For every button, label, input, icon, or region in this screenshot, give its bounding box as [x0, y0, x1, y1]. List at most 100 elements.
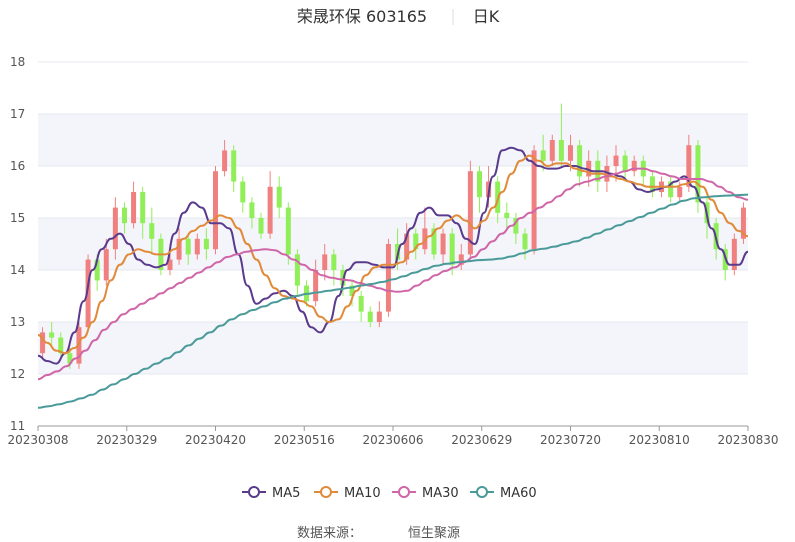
candle-body: [185, 238, 191, 255]
ma-line-ma10: [37, 154, 749, 355]
candle-body: [294, 254, 300, 286]
candle: [349, 280, 355, 307]
candle: [331, 249, 337, 286]
candle: [249, 197, 255, 229]
x-axis: 20230308 20230329 20230420 20230516 20230606…: [7, 425, 779, 447]
candle: [385, 238, 391, 317]
candlesticks: [40, 103, 746, 369]
candle: [467, 160, 473, 260]
candle-body: [285, 207, 291, 255]
candle-body: [194, 238, 200, 255]
candle: [85, 254, 91, 333]
candle-body: [586, 160, 592, 177]
candle-body: [331, 254, 337, 270]
y-tick-label: 13: [10, 315, 25, 329]
moving-average-lines: [37, 146, 749, 409]
legend[interactable]: MA5 MA10 MA30 MA60: [242, 486, 537, 501]
candle: [212, 166, 219, 255]
x-tick-label: 20230329: [96, 433, 157, 447]
legend-item-ma30[interactable]: MA30: [392, 486, 459, 501]
candle-body: [76, 327, 82, 364]
candle: [731, 233, 737, 276]
period-label[interactable]: 日K: [473, 7, 500, 26]
candle: [121, 202, 127, 234]
candle-body: [176, 238, 182, 260]
candle-body: [94, 259, 100, 281]
legend-item-ma10[interactable]: MA10: [314, 486, 381, 501]
candle-body: [349, 285, 355, 296]
candle-body: [121, 207, 127, 224]
candle: [322, 244, 328, 281]
candle-body: [522, 233, 528, 250]
ma-line-ma30: [37, 167, 749, 381]
chart-title: 荣晟环保 603165: [297, 7, 427, 26]
candle-body: [458, 254, 464, 265]
candle: [194, 233, 200, 260]
legend-marker: [398, 486, 410, 498]
candle-body: [440, 233, 446, 255]
candle-body: [476, 171, 482, 198]
candle-body: [686, 145, 692, 187]
candle-body: [385, 244, 391, 312]
candle: [149, 207, 155, 255]
candle-body: [267, 186, 273, 234]
legend-label: MA10: [344, 486, 381, 501]
x-tick-label: 20230629: [451, 433, 512, 447]
candle-body: [467, 171, 473, 255]
legend-item-ma60[interactable]: MA60: [470, 486, 537, 501]
legend-item-ma5[interactable]: MA5: [242, 486, 300, 501]
candle: [577, 140, 583, 187]
candle-body: [367, 311, 373, 322]
y-tick-label: 16: [10, 159, 25, 173]
grid-band: [38, 218, 748, 270]
x-tick-label: 20230830: [717, 433, 778, 447]
candle-body: [740, 207, 746, 239]
candle: [458, 244, 464, 270]
candle: [131, 181, 137, 229]
candle-body: [613, 155, 619, 166]
x-tick-label: 20230516: [274, 433, 335, 447]
candle: [540, 134, 546, 172]
candle: [440, 228, 446, 265]
candle: [431, 223, 437, 260]
y-tick-label: 14: [10, 263, 25, 277]
candle-body: [731, 238, 737, 270]
legend-marker: [476, 486, 488, 498]
candle-body: [276, 186, 282, 208]
x-tick-label: 20230420: [185, 433, 246, 447]
candle: [240, 176, 246, 213]
y-tick-label: 18: [10, 55, 25, 69]
candle-body: [404, 233, 410, 260]
candle: [285, 202, 291, 265]
candle: [476, 166, 482, 213]
candle-body: [449, 233, 455, 265]
source-label: 数据来源：: [297, 526, 362, 541]
candle-body: [567, 145, 574, 161]
candle: [649, 171, 655, 198]
candle: [313, 259, 319, 307]
y-tick-label: 11: [10, 419, 25, 433]
legend-marker: [248, 486, 260, 498]
candle-body: [549, 140, 555, 161]
candle: [185, 233, 191, 265]
grid-band: [38, 114, 748, 166]
candle: [740, 202, 746, 244]
candle: [549, 134, 555, 166]
candle-body: [240, 181, 246, 203]
candle: [176, 228, 182, 265]
candle: [76, 322, 82, 369]
candle-body: [622, 155, 628, 172]
grid-bands: [38, 114, 748, 374]
candle-body: [58, 337, 64, 354]
candle: [631, 155, 637, 177]
candle-body: [249, 202, 255, 218]
candle: [267, 171, 273, 239]
candle-body: [668, 181, 674, 198]
x-tick-label: 20230308: [7, 433, 68, 447]
candle-body: [258, 218, 264, 234]
y-tick-label: 12: [10, 367, 25, 381]
candle: [112, 197, 118, 260]
candle-body: [677, 186, 683, 198]
candle-body: [604, 166, 610, 182]
candle: [367, 306, 373, 328]
